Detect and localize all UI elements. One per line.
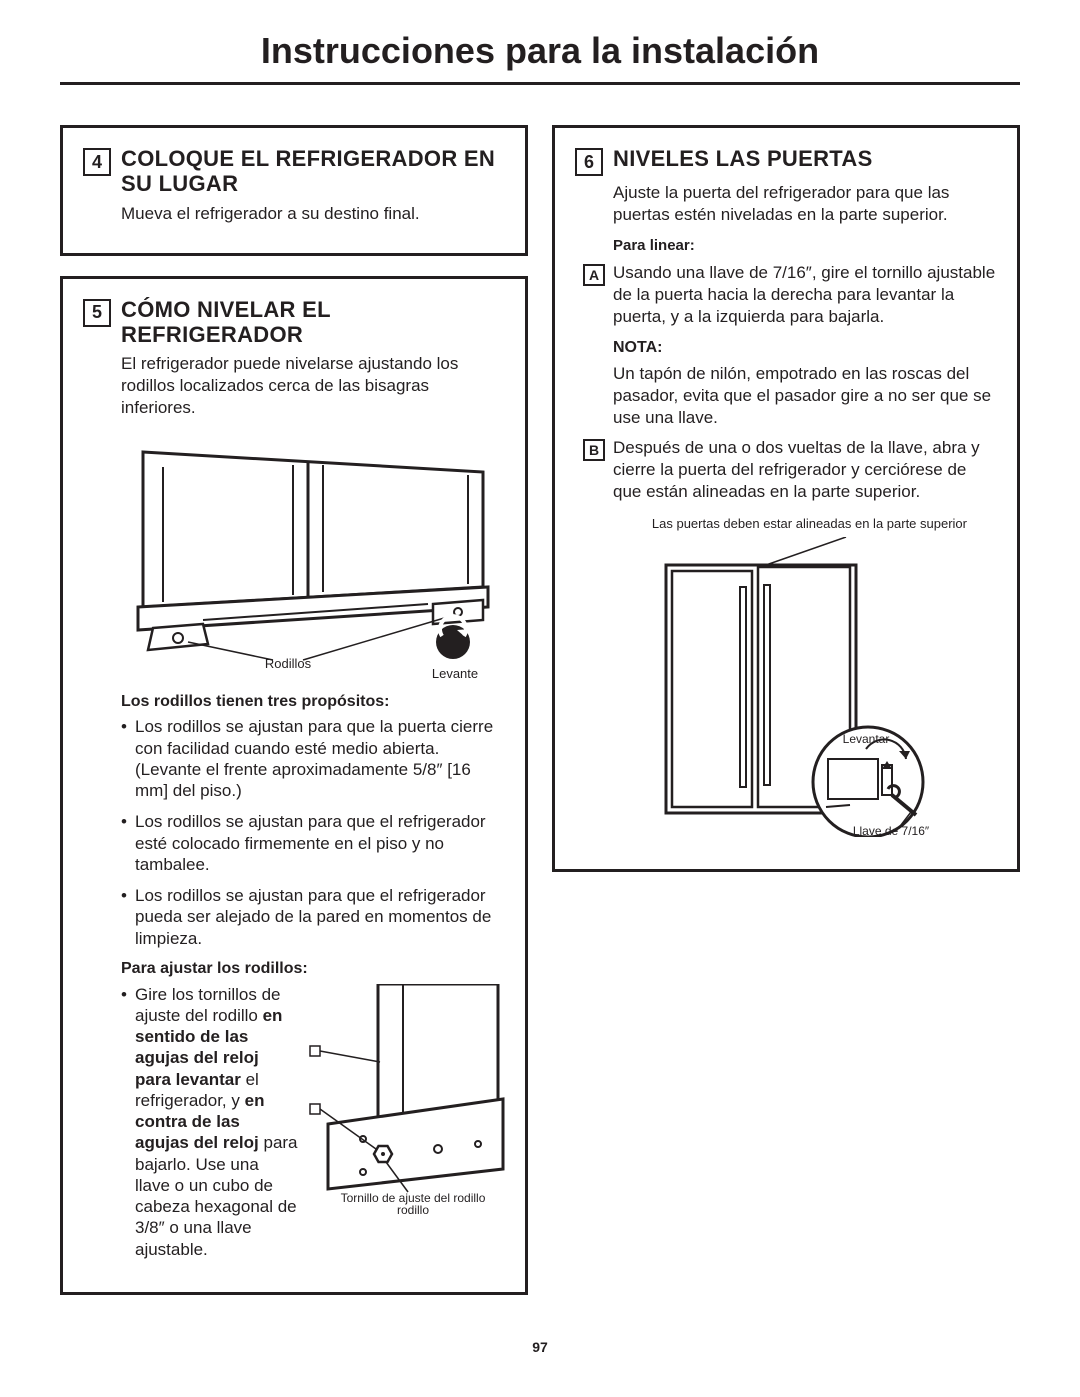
step-5-intro: El refrigerador puede nivelarse ajustand… bbox=[121, 353, 505, 419]
step-6-body: Ajuste la puerta del refrigerador para q… bbox=[613, 182, 997, 256]
step-6-number: 6 bbox=[575, 148, 603, 176]
step-4-title: COLOQUE EL REFRIGERADOR EN SU LUGAR bbox=[121, 146, 505, 197]
step-5-bullets: Los rodillos se ajustan para que la puer… bbox=[121, 716, 505, 949]
step-6-box: 6 NIVELES LAS PUERTAS Ajuste la puerta d… bbox=[552, 125, 1020, 872]
fig-top-caption: Las puertas deben estar alineadas en la … bbox=[652, 516, 967, 531]
para-linear-label: Para linear: bbox=[613, 236, 997, 256]
step-5-figure-screw: Tornillo de ajuste del rodillo rodillo bbox=[308, 984, 508, 1270]
step-5-number: 5 bbox=[83, 299, 111, 327]
svg-text:rodillo: rodillo bbox=[397, 1203, 429, 1214]
letter-B-box: B bbox=[583, 439, 605, 461]
step-6-intro: Ajuste la puerta del refrigerador para q… bbox=[613, 182, 997, 226]
step-5-title: CÓMO NIVELAR EL REFRIGERADOR bbox=[121, 297, 505, 348]
fig1-rodillos-label: Rodillos bbox=[265, 656, 312, 671]
step-5-figure-rollers: Rodillos Levante bbox=[121, 432, 505, 682]
nota-label: NOTA: bbox=[613, 338, 997, 359]
nota-text: Un tapón de nilón, empotrado en las rosc… bbox=[613, 363, 997, 429]
step-5-box: 5 CÓMO NIVELAR EL REFRIGERADOR El refrig… bbox=[60, 276, 528, 1295]
step-5-bullet: Los rodillos se ajustan para que el refr… bbox=[121, 885, 505, 949]
step-6-title: NIVELES LAS PUERTAS bbox=[613, 146, 873, 171]
step-5-subhead-1: Los rodillos tienen tres propósitos: bbox=[121, 692, 505, 713]
step-4-box: 4 COLOQUE EL REFRIGERADOR EN SU LUGAR Mu… bbox=[60, 125, 528, 256]
step-5-bullet: Los rodillos se ajustan para que el refr… bbox=[121, 811, 505, 875]
left-column: 4 COLOQUE EL REFRIGERADOR EN SU LUGAR Mu… bbox=[60, 125, 528, 1315]
letter-A-box: A bbox=[583, 264, 605, 286]
step-5-subhead-2: Para ajustar los rodillos: bbox=[121, 959, 505, 980]
step-4-text: Mueva el refrigerador a su destino final… bbox=[121, 203, 505, 225]
two-column-layout: 4 COLOQUE EL REFRIGERADOR EN SU LUGAR Mu… bbox=[60, 125, 1020, 1315]
step-4-number: 4 bbox=[83, 148, 111, 176]
step-5-bullet: Los rodillos se ajustan para que la puer… bbox=[121, 716, 505, 801]
step-6-figure: Las puertas deben estar alineadas en la … bbox=[575, 515, 997, 837]
page-number: 97 bbox=[60, 1339, 1020, 1355]
fig-levantar-label: Levantar bbox=[843, 732, 890, 746]
step-5-body: El refrigerador puede nivelarse ajustand… bbox=[121, 353, 505, 1270]
step-6-B-text: Después de una o dos vueltas de la llave… bbox=[613, 437, 997, 503]
step-6-A-text: Usando una llave de 7/16″, gire el torni… bbox=[613, 262, 997, 328]
page-title: Instrucciones para la instalación bbox=[60, 30, 1020, 85]
right-column: 6 NIVELES LAS PUERTAS Ajuste la puerta d… bbox=[552, 125, 1020, 1315]
step-5-adjust-text: Gire los tornillos de ajuste del rodillo… bbox=[121, 984, 298, 1270]
fig1-levante-label: Levante bbox=[432, 666, 478, 681]
fig-llave-label: Llave de 7/16″ bbox=[853, 824, 930, 837]
